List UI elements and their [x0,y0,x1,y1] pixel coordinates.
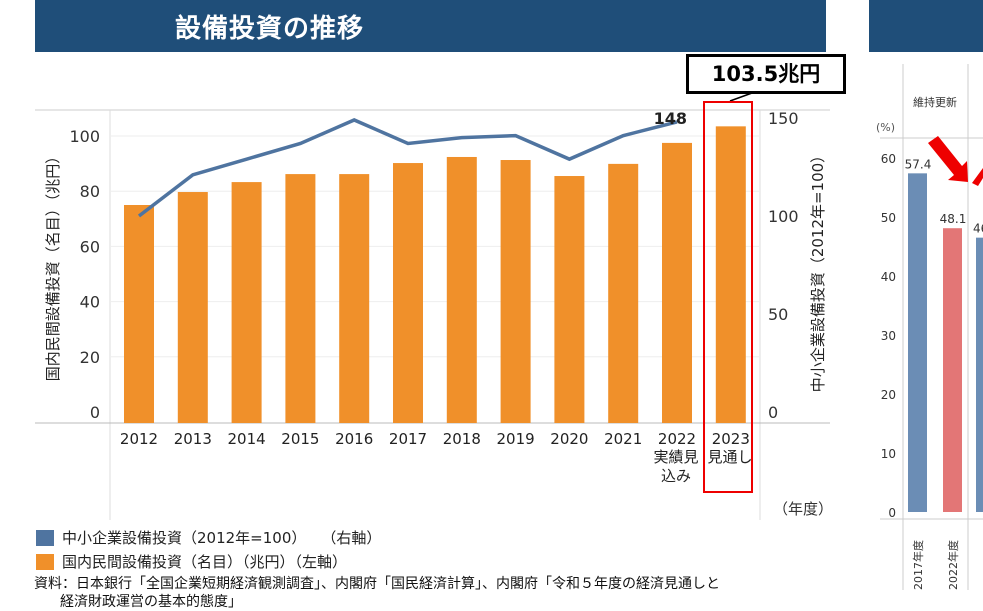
panel2-y-tick: 20 [881,388,896,402]
bar-2013 [177,192,208,423]
bar-2023 [715,126,746,423]
title-banner: 設備投資の推移 [35,0,826,52]
x-tick-label: 2014 [228,430,266,448]
legend-swatch [36,529,54,546]
red-arrow-up-icon [972,168,983,186]
second-panel-banner [869,0,983,52]
y-right-tick-label: 150 [768,109,799,128]
x-axis-unit: （年度） [773,500,834,518]
x-tick-label: 2013 [174,430,212,448]
bar-2019 [500,160,531,423]
x-tick-label: 2018 [443,430,481,448]
x-tick-label: 2019 [497,430,535,448]
panel2-bar-label-partial: 46 [973,222,983,236]
x-tick-label: 2021 [604,430,642,448]
x-tick-label: 2015 [281,430,319,448]
line-series-sme [137,118,678,218]
line-data-label-2022: 148 [654,109,687,128]
source-note: 資料：日本銀行「全国企業短期経済観測調査」、内閣府「国民経済計算」、内閣府「令和… [34,576,720,592]
legend-item-line: 中小企業設備投資（2012年=100） （右軸） [36,527,381,548]
y-left-tick-label: 40 [80,293,100,312]
y-right-tick-label: 100 [768,207,799,226]
panel2-y-unit: (%) [876,121,895,134]
panel2-y-tick: 10 [881,447,896,461]
legend-label: 中小企業設備投資（2012年=100） （右軸） [62,529,382,547]
y-left-tick-label: 100 [69,127,100,146]
legend-swatch [36,553,54,570]
callout-2023-value: 103.5兆円 [686,54,846,94]
panel2-y-tick: 0 [888,506,896,520]
x-tick-sublabel-2023: 見通し [707,448,753,466]
bar-2016 [339,174,370,423]
callout-pointer [729,92,753,102]
legend-item-bar: 国内民間設備投資（名目）（兆円）（左軸） [36,551,347,572]
y-left-tick-label: 60 [80,237,100,256]
red-arrow-down-icon [928,136,968,182]
bar-2018 [446,156,477,423]
y-left-axis-label: 国内民間設備投資（名目）（兆円） [44,149,62,382]
panel2-y-tick: 50 [881,211,896,225]
y-left-tick-label: 80 [80,182,100,201]
y-right-tick-label: 50 [768,305,788,324]
y-left-tick-label: 20 [80,348,100,367]
y-right-axis-label: 中小企業設備投資（2012年=100） [809,148,827,392]
panel2-bar-partial [976,237,983,512]
source-note-continued: 経済財政運営の基本的態度」 [60,594,242,610]
panel2-group-label: 維持更新 [913,95,957,109]
panel2-bar [943,228,962,512]
panel2-y-tick: 40 [881,270,896,284]
panel2-bar-label: 48.1 [940,212,967,226]
bar-2014 [231,182,262,423]
bar-2012 [124,205,154,423]
panel2-x-label: 2022年度 [946,540,960,590]
x-tick-label: 2023 [712,430,750,448]
x-tick-label: 2012 [120,430,158,448]
panel2-bar-label: 57.4 [905,157,932,171]
legend-label: 国内民間設備投資（名目）（兆円）（左軸） [62,553,348,571]
y-right-tick-label: 0 [768,403,778,422]
panel2-x-label: 2017年度 [911,540,925,590]
bar-2022 [662,142,692,423]
x-tick-label: 2020 [550,430,588,448]
panel2-bar [908,173,927,512]
bar-2020 [554,176,585,423]
x-tick-label: 2017 [389,430,427,448]
highlight-2023-box [703,101,753,493]
panel2-y-tick: 60 [881,152,896,166]
panel2-y-tick: 30 [881,329,896,343]
y-left-tick-label: 0 [90,403,100,422]
bar-2021 [608,163,639,423]
chart-title: 設備投資の推移 [175,14,365,44]
bar-2017 [393,163,423,423]
bar-2015 [285,174,316,423]
x-tick-label: 2016 [335,430,373,448]
x-tick-label: 2022 [658,430,696,448]
x-tick-sublabel-2022: 実績見込み [653,448,699,485]
